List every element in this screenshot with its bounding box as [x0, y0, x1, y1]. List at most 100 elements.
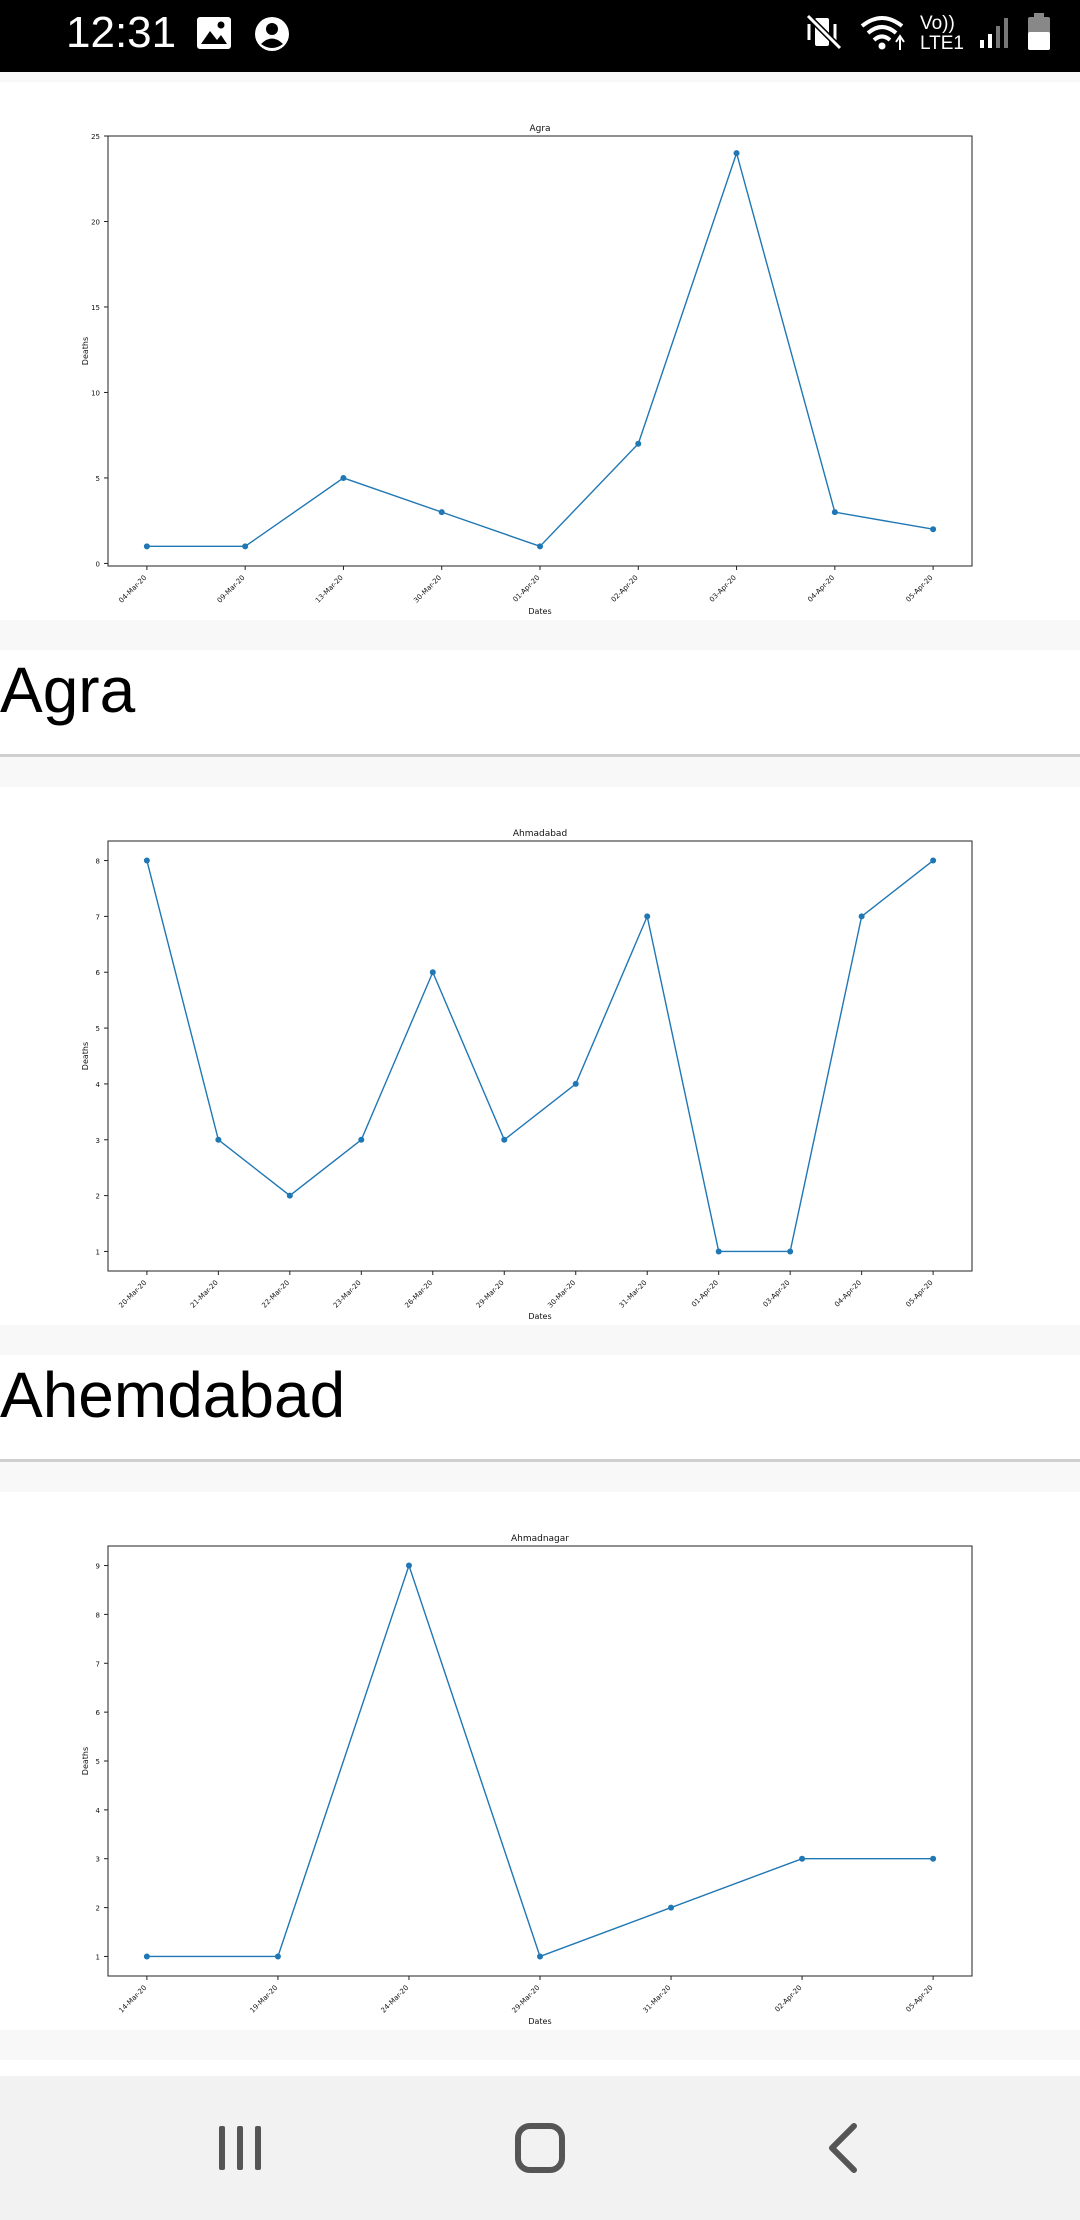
y-tick-label: 6: [96, 1709, 101, 1717]
data-point: [635, 440, 642, 447]
data-point: [215, 1136, 222, 1143]
data-point: [537, 1953, 543, 1960]
y-tick-label: 5: [96, 1758, 100, 1766]
agra-chart: Agra Dates Deaths 0 5 10 15 20 25 04-Mar-20 09-Mar…: [0, 82, 1080, 620]
x-tick-label: 01-Apr-20: [511, 574, 541, 604]
y-tick-label: 1: [96, 1248, 100, 1256]
y-tick-label: 2: [96, 1905, 100, 1913]
data-point: [429, 969, 436, 976]
home-icon: [515, 2123, 565, 2173]
y-tick-label: 10: [91, 389, 100, 397]
data-point: [715, 1248, 722, 1255]
x-tick-label: 19-Mar-20: [248, 1984, 279, 2015]
y-tick-label: 7: [96, 1660, 100, 1668]
plot-frame: [107, 135, 973, 567]
y-tick-label: 6: [96, 969, 101, 977]
data-point: [831, 509, 838, 516]
data-point: [799, 1855, 806, 1862]
data-point: [274, 1953, 281, 1960]
x-tick-label: 01-Apr-20: [690, 1279, 720, 1309]
divider: [0, 1459, 1080, 1462]
agra-line-chart: Agra Dates Deaths 0 5 10 15 20 25 04-Mar-20 09-Mar…: [81, 124, 973, 616]
ahmadabad-chart: Ahmadabad Dates Deaths 1 2 3 4 5 6 7 8 20-Mar-20 21-…: [0, 787, 1080, 1325]
data-point: [286, 1192, 293, 1199]
recents-button[interactable]: [200, 2112, 280, 2184]
y-tick-label: 2: [96, 1193, 100, 1201]
x-tick-label: 04-Apr-20: [833, 1279, 863, 1309]
network-type-label: Vo)) LTE1: [919, 13, 964, 54]
x-tick-label: 30-Mar-20: [546, 1279, 577, 1310]
y-tick-label: 25: [91, 133, 100, 141]
data-point: [340, 474, 347, 481]
x-tick-label: 30-Mar-20: [412, 574, 443, 605]
series-line: [146, 859, 934, 1253]
wifi-icon: [858, 12, 906, 56]
x-axis-label: Dates: [528, 2017, 551, 2026]
x-axis-label: Dates: [528, 1312, 551, 1321]
y-tick-label: 8: [96, 1611, 100, 1619]
y-tick-label: 8: [96, 858, 100, 866]
data-point: [438, 509, 445, 516]
x-tick-label: 29-Mar-20: [475, 1279, 506, 1310]
data-point: [787, 1248, 794, 1255]
y-axis-label: Deaths: [81, 1042, 90, 1070]
x-tick-label: 05-Apr-20: [905, 1279, 935, 1309]
x-axis-label: Dates: [528, 607, 551, 616]
x-tick-label: 09-Mar-20: [216, 574, 247, 605]
series-line: [146, 150, 934, 548]
x-tick-label: 31-Mar-20: [618, 1279, 649, 1310]
y-tick-label: 9: [96, 1563, 100, 1571]
plot-frame: [107, 1545, 973, 1977]
data-point: [930, 1855, 937, 1862]
data-point: [644, 913, 651, 920]
chart-title: Ahmadnagar: [511, 1534, 569, 1544]
chart-title: Agra: [529, 124, 550, 134]
data-point: [930, 526, 937, 533]
x-tick-label: 04-Apr-20: [806, 574, 836, 604]
ahmadnagar-chart: Ahmadnagar Dates Deaths 1 2 3 4 5 6 7 8 9 14-Mar-20 1…: [0, 1492, 1080, 2030]
image-icon: [196, 16, 232, 56]
back-button[interactable]: [802, 2112, 882, 2184]
data-point: [143, 543, 150, 550]
y-tick-label: 1: [96, 1953, 100, 1961]
x-tick-label: 23-Mar-20: [332, 1279, 363, 1310]
x-tick-label: 21-Mar-20: [189, 1279, 220, 1310]
plot-frame: [107, 840, 973, 1272]
back-icon: [829, 2123, 857, 2173]
y-tick-label: 4: [96, 1807, 101, 1815]
data-point: [143, 857, 150, 864]
data-point: [537, 543, 543, 550]
data-point: [143, 1953, 150, 1960]
x-tick-label: 03-Apr-20: [762, 1279, 792, 1309]
data-point: [858, 913, 865, 920]
city-title-ahemdabad: Ahemdabad: [0, 1359, 346, 1431]
y-tick-label: 15: [91, 304, 100, 312]
y-axis-label: Deaths: [81, 337, 90, 365]
data-point: [668, 1904, 675, 1911]
x-tick-label: 02-Apr-20: [610, 574, 640, 604]
y-tick-label: 3: [96, 1856, 100, 1864]
y-tick-label: 0: [96, 560, 100, 568]
home-button[interactable]: [500, 2112, 580, 2184]
x-tick-label: 29-Mar-20: [511, 1984, 542, 2015]
y-tick-label: 4: [96, 1081, 101, 1089]
y-axis-label: Deaths: [81, 1747, 90, 1775]
vibrate-mute-icon: [804, 12, 844, 56]
x-tick-label: 26-Mar-20: [403, 1279, 434, 1310]
city-title-agra: Agra: [0, 654, 136, 726]
data-point: [405, 1562, 412, 1569]
battery-icon: [1026, 12, 1052, 56]
status-time: 12:31: [66, 8, 177, 57]
y-tick-label: 3: [96, 1137, 100, 1145]
y-tick-label: 7: [96, 913, 100, 921]
status-bar: 12:31 Vo)) LTE1: [0, 0, 1080, 72]
x-tick-label: 22-Mar-20: [260, 1279, 291, 1310]
data-point: [501, 1136, 508, 1143]
divider: [0, 754, 1080, 757]
y-tick-label: 5: [96, 475, 100, 483]
city-feed[interactable]: Agra Dates Deaths 0 5 10 15 20 25 04-Mar-20 09-Mar…: [0, 72, 1080, 2070]
recents-icon: [219, 2126, 261, 2170]
data-point: [358, 1136, 365, 1143]
signal-icon: [978, 14, 1012, 54]
data-point: [733, 150, 740, 157]
